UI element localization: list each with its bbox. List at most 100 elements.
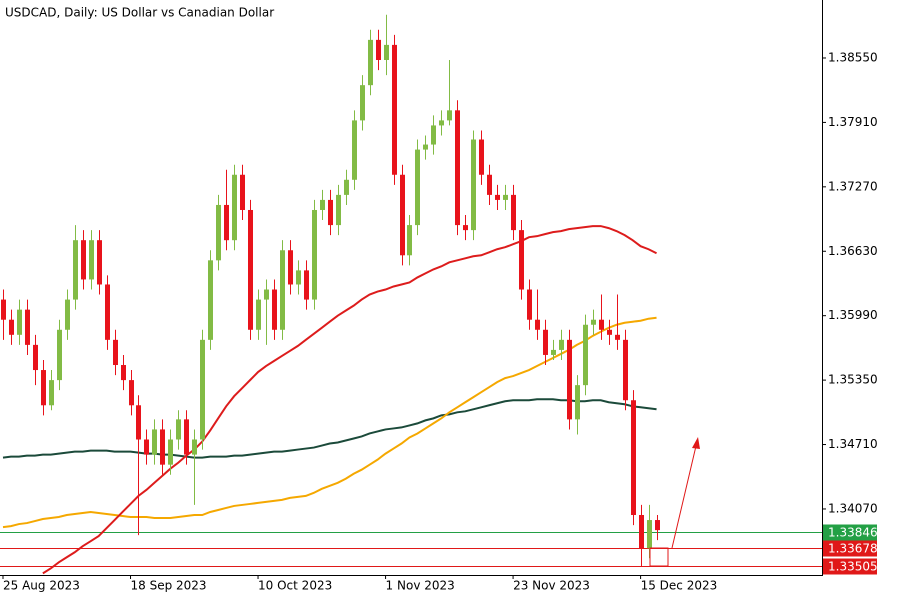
- candle-body: [160, 429, 165, 465]
- candle-body: [176, 419, 181, 440]
- y-tick-label: 1.37270: [828, 179, 878, 193]
- candle-body: [168, 439, 173, 465]
- candle-body: [336, 194, 341, 226]
- candle-body: [41, 370, 46, 406]
- candle-body: [535, 319, 540, 330]
- candle-body: [152, 429, 157, 455]
- x-tick-label: 15 Dec 2023: [641, 579, 718, 593]
- x-tick-label: 1 Nov 2023: [386, 579, 455, 593]
- annotation-arrow: [671, 445, 697, 549]
- moving-average: [2, 398, 657, 459]
- candle-body: [192, 439, 197, 455]
- candle-body: [256, 299, 261, 330]
- candle-body: [65, 299, 70, 330]
- candle-body: [288, 250, 293, 285]
- candle-body: [89, 240, 94, 280]
- candle-body: [248, 209, 253, 330]
- candle-body: [121, 365, 126, 381]
- candle-body: [240, 174, 245, 210]
- candle-body: [144, 439, 149, 455]
- y-tick-label: 1.35350: [828, 373, 878, 387]
- candle-body: [97, 240, 102, 285]
- candle-body: [400, 174, 405, 256]
- price-level-label: 1.33678: [828, 542, 878, 556]
- candle-body: [272, 289, 277, 330]
- candle-body: [503, 194, 508, 200]
- price-level-label: 1.33846: [828, 526, 878, 540]
- x-tick-label: 10 Oct 2023: [258, 579, 332, 593]
- x-tick-label: 23 Nov 2023: [513, 579, 590, 593]
- candle-body: [551, 349, 556, 355]
- candle-body: [567, 339, 572, 420]
- candle-body: [647, 520, 652, 549]
- annotation-box: [649, 547, 669, 567]
- moving-average: [2, 316, 657, 529]
- candle-body: [463, 225, 468, 231]
- candle-body: [17, 309, 22, 335]
- candle-body: [224, 204, 229, 241]
- x-tick-label: 18 Sep 2023: [131, 579, 207, 593]
- candle-body: [49, 380, 54, 406]
- candle-body: [136, 405, 141, 440]
- price-level-tag: [823, 558, 877, 575]
- levels: [0, 532, 822, 567]
- candle-body: [368, 39, 373, 86]
- candle-body: [384, 44, 389, 60]
- price-level-tag: [823, 524, 877, 541]
- candle-body: [639, 515, 644, 549]
- candle-body: [487, 174, 492, 195]
- candle-body: [599, 319, 604, 330]
- candle-body: [1, 299, 6, 320]
- candle-body: [312, 209, 317, 300]
- candle-body: [439, 120, 444, 126]
- candle-body: [304, 270, 309, 300]
- candle-body: [9, 319, 14, 335]
- candle-body: [479, 139, 484, 175]
- candle-body: [264, 289, 269, 300]
- candle-body: [415, 149, 420, 226]
- candle-body: [296, 270, 301, 285]
- candle-body: [25, 309, 30, 345]
- candle-body: [495, 194, 500, 200]
- candle-body: [232, 174, 237, 241]
- candle-body: [591, 319, 596, 325]
- moving-averages: [2, 225, 657, 575]
- candle-body: [328, 199, 333, 226]
- candle-body: [320, 199, 325, 210]
- price-level-tag: [823, 540, 877, 557]
- x-tick-label: 25 Aug 2023: [3, 579, 80, 593]
- candle-body: [57, 329, 62, 381]
- candle-body: [200, 339, 205, 440]
- candle-body: [655, 520, 660, 531]
- candle-body: [607, 329, 612, 335]
- candle-body: [543, 329, 548, 355]
- candle-body: [631, 400, 636, 516]
- candle-body: [184, 419, 189, 455]
- candle-body: [527, 289, 532, 320]
- candle-body: [519, 230, 524, 290]
- y-tick-label: 1.38550: [828, 50, 878, 64]
- candle-body: [129, 380, 134, 406]
- candle-body: [455, 110, 460, 226]
- moving-average: [42, 225, 657, 575]
- y-tick-label: 1.34710: [828, 437, 878, 451]
- annotation-arrowhead: [692, 437, 700, 449]
- candle-body: [471, 139, 476, 231]
- candle-body: [623, 339, 628, 401]
- candle-body: [615, 334, 620, 340]
- candle-body: [33, 344, 38, 371]
- candle-body: [583, 324, 588, 386]
- candle-body: [216, 204, 221, 261]
- candle-body: [208, 260, 213, 340]
- candle-body: [73, 240, 78, 300]
- candle-body: [407, 225, 412, 256]
- candle-body: [376, 39, 381, 60]
- candle-body: [113, 339, 118, 366]
- y-tick-label: 1.37910: [828, 115, 878, 129]
- candle-body: [559, 339, 564, 350]
- candle-body: [392, 44, 397, 175]
- candle-body: [280, 250, 285, 330]
- candle-body: [423, 144, 428, 150]
